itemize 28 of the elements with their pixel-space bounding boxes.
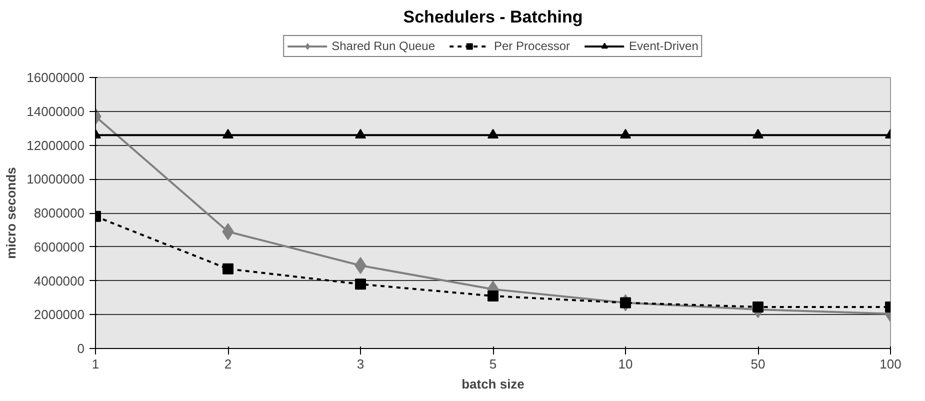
x-tick-label: 5 — [489, 356, 497, 372]
y-tick-label: 4000000 — [34, 273, 85, 288]
point — [488, 290, 498, 302]
x-tick-label: 10 — [618, 356, 633, 372]
y-tick-label: 14000000 — [26, 104, 85, 119]
x-tick-label: 50 — [750, 356, 766, 372]
y-tick-label: 12000000 — [26, 138, 85, 153]
y-tick-label: 10000000 — [26, 172, 85, 187]
y-tick-label: 2000000 — [34, 307, 85, 322]
point — [488, 128, 498, 138]
x-tick-label: 100 — [880, 356, 902, 372]
y-tick-label: 0 — [77, 341, 85, 356]
y-axis-title: micro seconds — [4, 167, 19, 259]
point — [355, 278, 366, 290]
y-tick-label: 16000000 — [26, 70, 85, 85]
point — [620, 128, 631, 138]
x-tick-label: 2 — [224, 356, 232, 372]
legend-label: Shared Run Queue — [332, 38, 436, 52]
x-tick-label: 3 — [356, 356, 364, 372]
x-axis-title: batch size — [462, 376, 524, 392]
y-tick-label: 6000000 — [34, 239, 85, 254]
legend-label: Event-Driven — [629, 38, 698, 52]
point — [620, 297, 631, 308]
chart-title: Schedulers - Batching — [403, 8, 583, 26]
legend-label: Per Processor — [494, 38, 570, 52]
point — [355, 128, 366, 138]
x-tick-label: 1 — [92, 356, 100, 372]
y-tick-label: 8000000 — [34, 206, 85, 220]
